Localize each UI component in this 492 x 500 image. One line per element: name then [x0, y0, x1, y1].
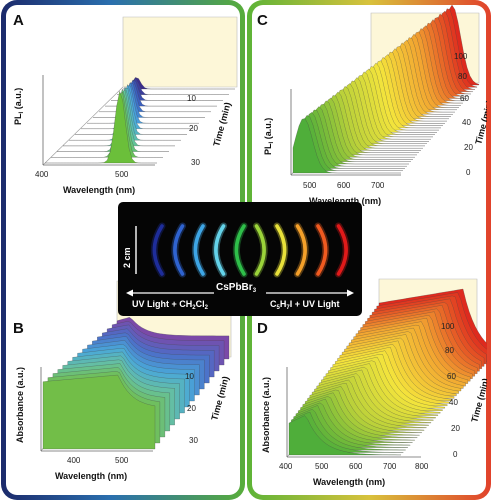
panel-c-time-label: Time (min): [473, 99, 487, 145]
left-arrow-head: [126, 289, 133, 297]
panel-a-xlabel: Wavelength (nm): [63, 185, 135, 195]
nanowire-arc: [152, 224, 164, 276]
spectrum-trace: [298, 109, 407, 167]
panel-b-ttick-10: 10: [185, 372, 194, 381]
cspbbr3-nanowire-photo: 2 cm CsPbBr3 UV Light + CH2Cl2 C5H7I + U…: [118, 202, 362, 316]
panel-b-ttick-30: 30: [189, 436, 198, 445]
panel-a-time-label: Time (min): [211, 101, 232, 147]
panel-d-traces: [288, 288, 487, 456]
panel-a-xtick-400: 400: [35, 170, 49, 179]
panel-a-pl-spectra: A PLI (a.u.) 400 500 Wavelength (nm) 10 …: [5, 5, 241, 233]
panel-c-ttick-80: 80: [458, 72, 467, 81]
panel-a-ylabel: PLI (a.u.): [13, 88, 25, 125]
panel-d-xtick-800: 800: [415, 462, 429, 471]
panel-d-time-label: Time (min): [469, 377, 487, 423]
panel-c-xtick-600: 600: [337, 181, 351, 190]
panel-a-ttick-20: 20: [189, 124, 198, 133]
spectrum-trace: [42, 374, 156, 450]
panel-b-ttick-20: 20: [187, 404, 196, 413]
nanowire-arc: [316, 224, 328, 276]
panel-d-ttick-0: 0: [453, 450, 458, 459]
scale-bar-label: 2 cm: [122, 247, 132, 268]
right-arrow-label: C5H7I + UV Light: [270, 299, 339, 311]
spectrum-trace: [292, 118, 401, 174]
panel-a-ttick-30: 30: [191, 158, 200, 167]
panel-b-xlabel: Wavelength (nm): [55, 471, 127, 481]
panel-b-absorbance-spectra: B Absorbance (a.u.) 400 500 Wavelength (…: [5, 267, 241, 495]
left-arrow-label: UV Light + CH2Cl2: [132, 299, 209, 311]
nanowire-arc: [254, 224, 266, 276]
panel-d-ttick-40: 40: [449, 398, 458, 407]
spectrum-trace: [45, 90, 157, 164]
compound-label: CsPbBr3: [216, 282, 257, 294]
panel-d-xlabel: Wavelength (nm): [313, 477, 385, 487]
panel-c-ttick-60: 60: [460, 94, 469, 103]
spectrum-trace: [51, 91, 163, 158]
nanowire-arc: [193, 224, 205, 276]
panel-d-ttick-100: 100: [441, 322, 455, 331]
spectrum-trace: [87, 85, 199, 124]
panel-c-ttick-0: 0: [466, 168, 471, 177]
panel-d-letter: D: [257, 320, 268, 337]
panel-d-absorbance-spectra: D Absorbance (a.u.) 400 500 600 700 800 …: [251, 267, 487, 495]
panel-c-ttick-100: 100: [454, 52, 468, 61]
panel-c-xlabel: Wavelength (nm): [309, 196, 381, 206]
panel-c-pl-spectra: C PLI (a.u.) 500 600 700 Wavelength (nm)…: [251, 5, 487, 233]
panel-b-xtick-400: 400: [67, 456, 81, 465]
spectrum-trace: [75, 88, 187, 135]
spectrum-trace: [81, 84, 193, 129]
panel-c-ttick-20: 20: [464, 143, 473, 152]
panel-b-xtick-500: 500: [115, 456, 129, 465]
panel-d-ttick-80: 80: [445, 346, 454, 355]
nanowire-arc: [234, 224, 246, 276]
panel-c-xtick-700: 700: [371, 181, 385, 190]
panel-c-xtick-500: 500: [303, 181, 317, 190]
nanowire-arc: [214, 224, 226, 276]
panel-c-ylabel: PLI (a.u.): [263, 118, 275, 155]
right-arrow-head: [347, 289, 354, 297]
panel-b-ylabel: Absorbance (a.u.): [15, 367, 25, 443]
panel-c-letter: C: [257, 12, 268, 29]
panel-b-time-label: Time (min): [209, 375, 230, 421]
luminescent-arcs: [150, 222, 350, 278]
nanowire-arc: [173, 224, 185, 276]
panel-a-time-axis-line: [42, 86, 124, 166]
spectrum-trace: [296, 112, 405, 169]
panel-c-traces: [292, 5, 480, 174]
panel-d-xtick-500: 500: [315, 462, 329, 471]
panel-b-traces: [42, 317, 230, 450]
panel-d-xtick-600: 600: [349, 462, 363, 471]
panel-d-ttick-20: 20: [451, 424, 460, 433]
panel-d-ttick-60: 60: [447, 372, 456, 381]
nanowire-arc: [275, 224, 287, 276]
panel-a-back-wall: [122, 16, 238, 88]
nanowire-arc: [336, 224, 348, 276]
panel-c-ttick-40: 40: [462, 118, 471, 127]
spectrum-trace: [93, 82, 205, 118]
panel-d-xtick-400: 400: [279, 462, 293, 471]
panel-a-ttick-10: 10: [187, 94, 196, 103]
panel-a-letter: A: [13, 12, 24, 29]
panel-a-traces: [45, 77, 235, 164]
panel-a-xtick-500: 500: [115, 170, 129, 179]
panel-d-ylabel: Absorbance (a.u.): [261, 377, 271, 453]
spectrum-trace: [288, 415, 402, 456]
panel-d-xtick-700: 700: [383, 462, 397, 471]
nanowire-arc: [295, 224, 307, 276]
panel-b-letter: B: [13, 320, 24, 337]
